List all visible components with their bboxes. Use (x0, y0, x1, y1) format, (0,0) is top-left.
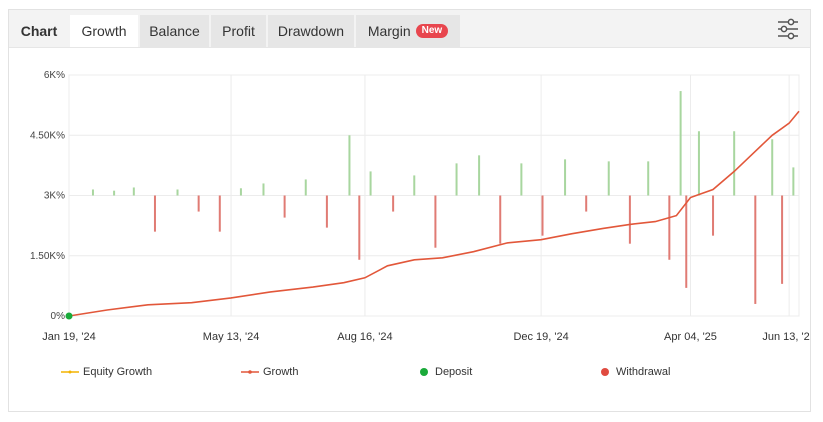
profit-bar (792, 167, 795, 196)
new-badge: New (415, 24, 449, 38)
profit-bar (647, 161, 650, 196)
tab-profit[interactable]: Profit (211, 15, 266, 47)
y-tick-label: 6K% (44, 70, 65, 81)
deposit-dot-icon (419, 367, 431, 377)
tab-drawdown[interactable]: Drawdown (268, 15, 354, 47)
x-tick-label: Jun 13, '25 (762, 331, 810, 343)
profit-bar (304, 179, 307, 196)
legend-label: Growth (263, 366, 299, 378)
profit-bar (478, 155, 481, 196)
tab-label: Growth (81, 23, 127, 39)
y-tick-label: 3K% (44, 191, 65, 202)
deposit-markers (65, 312, 73, 320)
legend-equity-growth[interactable]: Equity Growth (61, 365, 152, 379)
loss-bar (585, 195, 588, 212)
chart-widget: Chart Growth Balance Profit Drawdown Mar… (8, 9, 811, 412)
growth-chart: 0% 1.50K% 3K% 4.50K% 6K% Jan 19, '24 May 13, … (30, 70, 810, 343)
loss-bar (153, 195, 156, 232)
tab-label: Balance (149, 23, 200, 39)
growth-line-icon (241, 367, 259, 377)
withdrawal-dot-icon (600, 367, 612, 377)
tab-label: Profit (222, 23, 255, 39)
tab-label: Chart (20, 23, 58, 39)
tab-label: Drawdown (277, 23, 345, 39)
tab-margin[interactable]: Margin New (356, 15, 460, 47)
profit-bar (733, 131, 736, 196)
profit-bar (455, 163, 458, 196)
loss-bar (197, 195, 200, 212)
x-tick-label: Aug 16, '24 (337, 331, 392, 343)
loss-bar (325, 195, 328, 228)
equity-line-icon (61, 367, 79, 377)
y-axis-labels: 0% 1.50K% 3K% 4.50K% 6K% (30, 70, 65, 322)
loss-bar (434, 195, 437, 248)
growth-series-line (68, 110, 800, 317)
loss-bar (218, 195, 221, 232)
legend-growth[interactable]: Growth (241, 365, 298, 379)
loss-bar (781, 195, 784, 284)
profit-bar (239, 188, 242, 196)
profit-bar (697, 131, 700, 196)
profit-bar (132, 187, 135, 196)
tab-balance[interactable]: Balance (140, 15, 209, 47)
profit-bar (369, 171, 372, 196)
profit-bar (564, 159, 567, 196)
daily-bars (91, 91, 795, 304)
profit-bar (679, 91, 682, 196)
tab-label: Margin (367, 23, 411, 39)
x-tick-label: Apr 04, '25 (664, 331, 717, 343)
tab-growth[interactable]: Growth (70, 15, 138, 47)
profit-bar (520, 163, 523, 196)
tab-bar: Chart Growth Balance Profit Drawdown Mar… (9, 10, 810, 48)
legend-label: Equity Growth (83, 366, 153, 378)
loss-bar (668, 195, 671, 260)
x-tick-label: May 13, '24 (203, 331, 260, 343)
loss-bar (358, 195, 361, 260)
tab-chart-title: Chart (10, 15, 68, 47)
x-tick-label: Jan 19, '24 (42, 331, 95, 343)
y-tick-label: 0% (51, 311, 66, 322)
profit-bar (91, 189, 94, 196)
legend-label: Withdrawal (616, 366, 671, 378)
y-tick-label: 1.50K% (30, 251, 65, 262)
profit-bar (113, 190, 116, 196)
loss-bar (685, 195, 688, 288)
sliders-icon[interactable] (776, 18, 800, 40)
profit-bar (348, 135, 351, 196)
legend-label: Deposit (435, 366, 473, 378)
x-axis-labels: Jan 19, '24 May 13, '24 Aug 16, '24 Dec 19,… (42, 331, 810, 343)
profit-bar (771, 139, 774, 196)
loss-bar (541, 195, 544, 236)
loss-bar (754, 195, 757, 304)
legend-deposit[interactable]: Deposit (419, 365, 472, 379)
loss-bar (392, 195, 395, 212)
y-tick-label: 4.50K% (30, 130, 65, 141)
loss-bar (628, 195, 631, 244)
profit-bar (607, 161, 610, 196)
loss-bar (712, 195, 715, 236)
profit-bar (176, 189, 179, 196)
deposit-marker (65, 312, 73, 320)
grid (68, 74, 800, 317)
loss-bar (283, 195, 286, 218)
loss-bar (499, 195, 502, 244)
x-tick-label: Dec 19, '24 (513, 331, 568, 343)
profit-bar (262, 183, 265, 196)
profit-bar (413, 175, 416, 196)
legend-withdrawal[interactable]: Withdrawal (600, 365, 670, 379)
